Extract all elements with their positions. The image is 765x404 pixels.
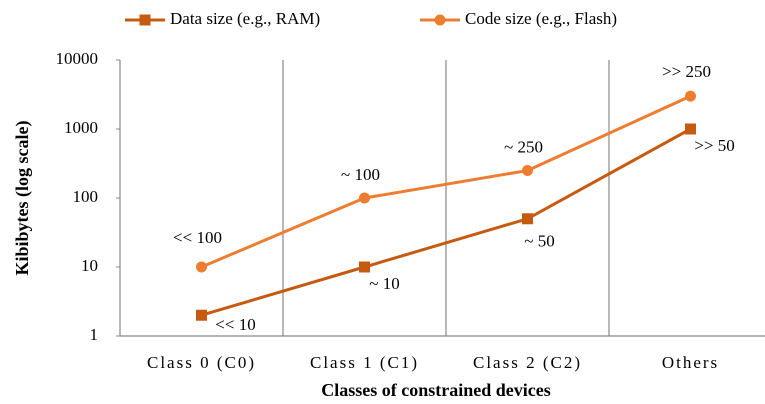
point-annotation: >> 50 bbox=[694, 136, 734, 155]
legend-label: Data size (e.g., RAM) bbox=[170, 9, 320, 28]
y-tick-label: 10000 bbox=[56, 49, 99, 68]
point-annotation: ~ 50 bbox=[524, 232, 554, 251]
x-tick-label: Class 2 (C2) bbox=[473, 353, 582, 372]
point-annotation: ~ 100 bbox=[341, 165, 380, 184]
point-annotation: >> 250 bbox=[662, 62, 711, 81]
series-line bbox=[201, 127, 692, 317]
marker bbox=[139, 14, 151, 26]
y-tick-label: 1 bbox=[90, 325, 99, 344]
x-tick-label: Others bbox=[662, 353, 719, 372]
marker bbox=[522, 165, 533, 177]
legend-label: Code size (e.g., Flash) bbox=[465, 9, 617, 28]
y-axis-label: Kibibytes (log scale) bbox=[12, 121, 33, 276]
marker bbox=[522, 213, 533, 225]
marker bbox=[685, 90, 696, 102]
marker bbox=[359, 192, 370, 204]
marker bbox=[685, 123, 696, 135]
marker bbox=[196, 261, 207, 273]
y-tick-label: 10 bbox=[81, 256, 98, 275]
point-annotation: << 100 bbox=[173, 228, 222, 247]
x-tick-label: Class 0 (C0) bbox=[147, 353, 256, 372]
point-annotation: ~ 10 bbox=[369, 274, 399, 293]
y-tick-label: 1000 bbox=[64, 118, 98, 137]
y-tick-label: 100 bbox=[73, 187, 99, 206]
series-line bbox=[200, 94, 692, 269]
x-axis-label: Classes of constrained devices bbox=[321, 380, 550, 400]
point-annotation: << 10 bbox=[215, 315, 255, 334]
marker bbox=[196, 309, 207, 321]
marker bbox=[359, 261, 370, 273]
point-annotation: ~ 250 bbox=[504, 137, 543, 156]
x-tick-label: Class 1 (C1) bbox=[310, 353, 419, 372]
marker bbox=[434, 14, 446, 26]
